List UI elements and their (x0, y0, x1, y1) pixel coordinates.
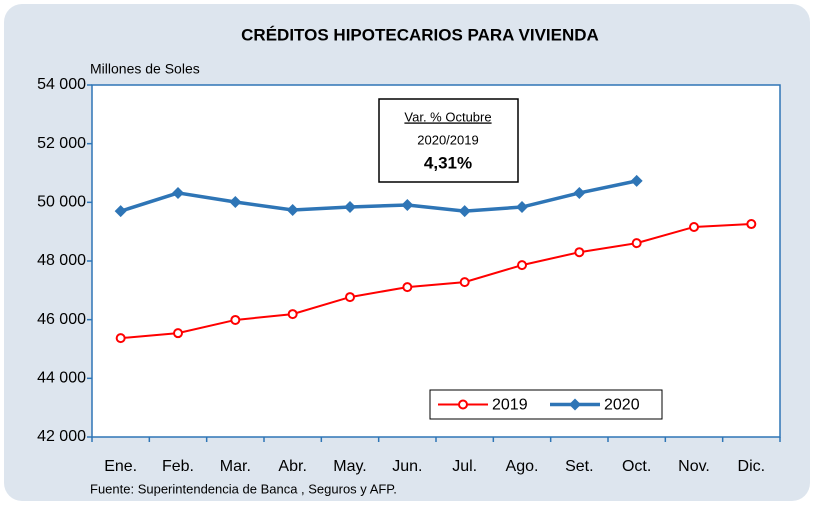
data-point (746, 219, 757, 230)
plot-area (91, 84, 781, 438)
data-point (286, 203, 299, 216)
data-point (115, 333, 126, 344)
data-point (344, 201, 356, 214)
data-point (401, 198, 414, 211)
data-point (172, 186, 184, 199)
x-tick-label: Jun. (392, 458, 422, 475)
annotation: Var. % Octubre 2020/2019 4,31% 42 000 44 … (37, 76, 781, 475)
data-point (516, 201, 528, 214)
data-point (458, 205, 471, 218)
y-tick-label: 54 000 (37, 76, 86, 93)
data-point (630, 174, 643, 187)
data-point (287, 309, 298, 320)
x-tick-label: Mar. (220, 458, 251, 475)
x-tick-label: Ago. (506, 458, 539, 475)
annotation-value: 4,31% (424, 153, 472, 172)
data-point (459, 277, 470, 288)
data-point (114, 205, 127, 218)
data-point (517, 260, 527, 271)
data-point (173, 328, 183, 339)
annotation-box (378, 98, 519, 183)
annotation-subtitle: 2020/2019 (417, 132, 478, 147)
series-line (120, 179, 638, 213)
legend-marker (458, 399, 468, 410)
x-tick-label: Ene. (104, 458, 137, 475)
annotation-title: Var. % Octubre (404, 109, 491, 124)
data-point (689, 221, 699, 232)
y-tick-label: 50 000 (37, 194, 86, 211)
x-tick-label: Jul. (452, 458, 477, 475)
data-point (631, 238, 642, 249)
data-point (345, 292, 355, 303)
series-line (120, 223, 752, 340)
y-tick-label: 42 000 (37, 428, 86, 445)
data-point (573, 186, 586, 199)
data-point (230, 314, 241, 325)
legend-label: 2019 (492, 397, 528, 414)
x-tick-label: Oct. (622, 458, 651, 475)
x-tick-label: Abr. (278, 458, 306, 475)
y-tick-label: 52 000 (37, 135, 86, 152)
y-axis-label: Millones de Soles (90, 61, 200, 77)
y-tick-label: 46 000 (37, 311, 86, 328)
x-tick-label: May. (333, 458, 366, 475)
legend-marker (569, 398, 581, 411)
legend-label: 2020 (604, 397, 640, 414)
x-tick-label: Dic. (738, 458, 766, 475)
x-tick-label: Nov. (678, 458, 710, 475)
data-point (229, 196, 242, 209)
chart-title: CRÉDITOS HIPOTECARIOS PARA VIVIENDA (241, 25, 599, 44)
x-tick-label: Feb. (162, 458, 194, 475)
y-tick-label: 44 000 (37, 370, 86, 387)
y-tick-label: 48 000 (37, 252, 86, 269)
data-point (402, 282, 413, 293)
data-point (574, 247, 585, 258)
x-tick-label: Set. (565, 458, 593, 475)
source-note: Fuente: Superintendencia de Banca , Segu… (90, 481, 397, 496)
